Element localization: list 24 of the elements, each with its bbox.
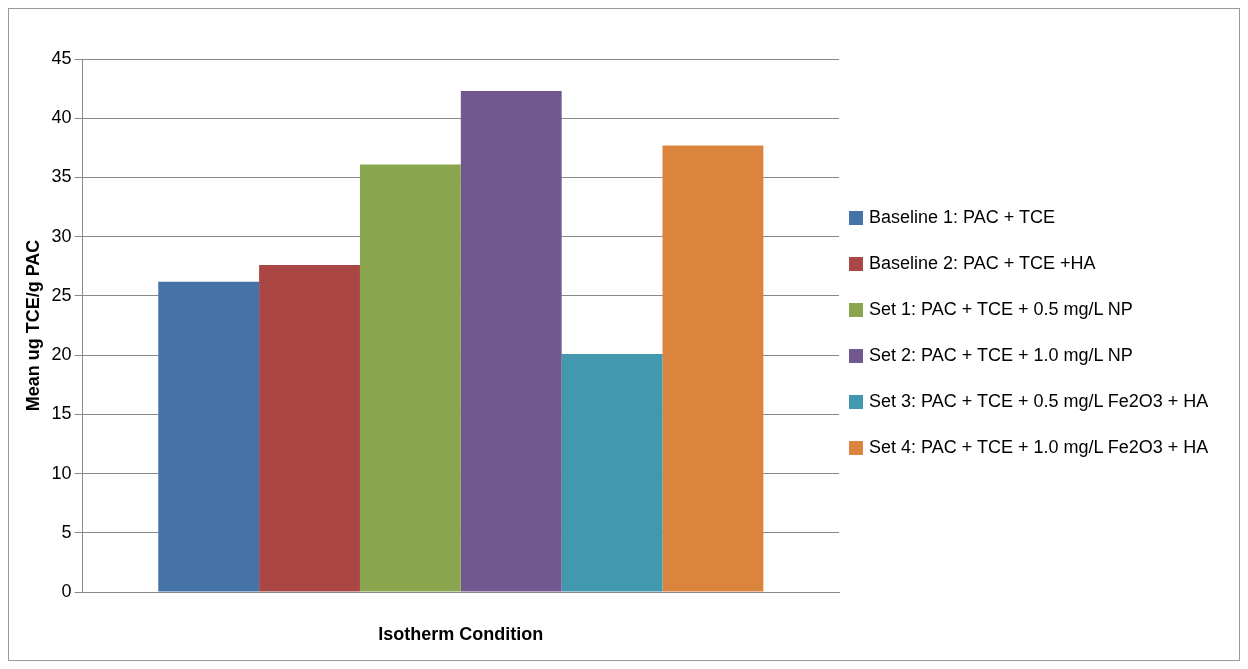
legend-label: Set 4: PAC + TCE + 1.0 mg/L Fe2O3 + HA [869, 435, 1209, 459]
bar [460, 90, 562, 592]
y-tick-label: 10 [51, 462, 72, 483]
y-tick-label: 15 [51, 403, 72, 424]
y-tick-label: 0 [61, 580, 72, 601]
y-tick-label: 25 [51, 284, 72, 305]
legend-label: Set 1: PAC + TCE + 0.5 mg/L NP [869, 297, 1133, 321]
bar [662, 145, 764, 592]
legend-label: Set 3: PAC + TCE + 0.5 mg/L Fe2O3 + HA [869, 389, 1209, 413]
y-tick-label: 45 [51, 47, 72, 68]
y-tick-label: 35 [51, 166, 72, 187]
y-axis-title: Mean ug TCE/g PAC [22, 239, 43, 412]
legend-label: Baseline 2: PAC + TCE +HA [869, 251, 1096, 275]
y-tick-label: 40 [51, 107, 72, 128]
bar [561, 353, 663, 592]
legend-label: Baseline 1: PAC + TCE [869, 205, 1055, 229]
y-tick-label: 30 [51, 225, 72, 246]
y-tick-label: 20 [51, 344, 72, 365]
legend-label: Set 2: PAC + TCE + 1.0 mg/L NP [869, 343, 1133, 367]
y-tick-label: 5 [61, 521, 72, 542]
bar [259, 265, 360, 592]
bar [359, 164, 461, 592]
x-axis-title: Isotherm Condition [378, 624, 544, 645]
bar [158, 281, 260, 592]
